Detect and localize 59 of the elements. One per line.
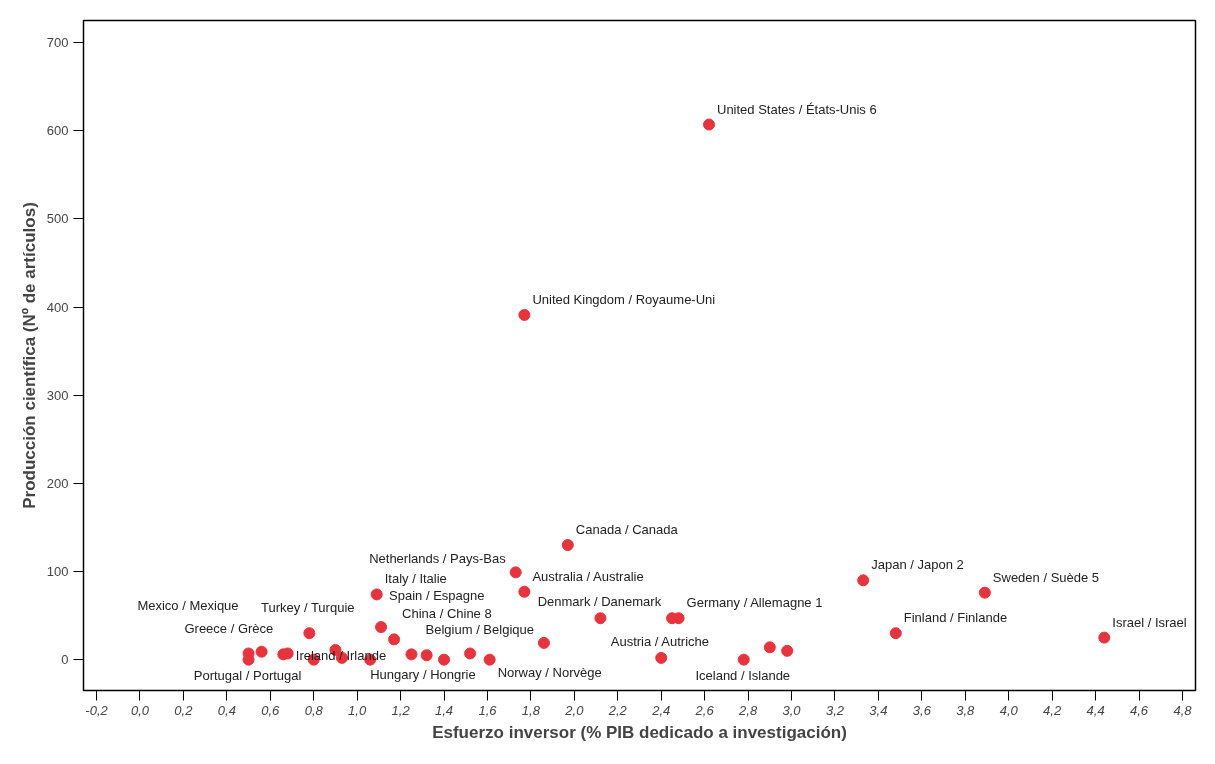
y-tick-label: 700 xyxy=(46,35,69,51)
x-tick-label: 0,6 xyxy=(261,702,281,718)
x-tick-label: 2,6 xyxy=(694,702,715,718)
y-tick-label: 300 xyxy=(46,387,69,403)
y-tick-label: 400 xyxy=(46,299,69,315)
x-tick-label: 3,0 xyxy=(782,702,802,718)
data-label: Japan / Japon 2 xyxy=(871,557,964,573)
data-label: Turkey / Turquie xyxy=(261,600,355,616)
y-tick-label: 600 xyxy=(46,123,69,139)
x-tick-label: 0,4 xyxy=(217,702,236,718)
x-tick-label: 1,2 xyxy=(391,702,411,718)
y-tick-label: 100 xyxy=(46,563,69,579)
x-tick-label: 3,8 xyxy=(956,702,976,718)
data-label: Netherlands / Pays-Bas xyxy=(369,551,507,567)
x-tick-label: 4,4 xyxy=(1086,702,1105,718)
data-label: Portugal / Portugal xyxy=(193,667,302,683)
data-label: Israel / Israel xyxy=(1112,614,1187,630)
y-axis-title: Producción científica (Nº de artículos) xyxy=(19,202,39,509)
x-tick-label: 2,0 xyxy=(564,702,585,718)
data-label: Greece / Grèce xyxy=(184,621,274,637)
x-tick-label: 0,2 xyxy=(174,702,194,718)
x-tick-label: 0,8 xyxy=(304,702,324,718)
x-tick-label: 4,8 xyxy=(1173,702,1193,718)
data-label: United States / États-Unis 6 xyxy=(717,101,877,117)
x-tick-label: 1,8 xyxy=(521,702,541,718)
x-tick-label: 2,2 xyxy=(607,702,628,718)
x-tick-label: 1,0 xyxy=(348,702,367,718)
data-label: Spain / Espagne xyxy=(389,588,485,604)
data-label: Canada / Canada xyxy=(575,522,679,538)
x-tick-label: 3,6 xyxy=(912,702,932,718)
data-label: China / Chine 8 xyxy=(402,606,492,622)
x-tick-label: 4,2 xyxy=(1043,702,1062,718)
data-label: Italy / Italie xyxy=(384,571,447,587)
data-label: Germany / Allemagne 1 xyxy=(686,595,823,611)
x-tick-label: 3,4 xyxy=(869,702,888,718)
data-label: Sweden / Suède 5 xyxy=(992,569,1100,585)
data-label: Iceland / Islande xyxy=(695,667,791,683)
data-label: Mexico / Mexique xyxy=(137,598,239,614)
x-tick-label: -0,2 xyxy=(85,702,109,718)
x-tick-label: 3,2 xyxy=(825,702,845,718)
x-tick-label: 0,0 xyxy=(130,702,150,718)
data-label: Belgium / Belgique xyxy=(425,621,534,637)
data-label: Norway / Norvège xyxy=(497,664,602,680)
data-label: Finland / Finlande xyxy=(903,610,1008,626)
data-label: Denmark / Danemark xyxy=(537,594,662,610)
data-label: United Kingdom / Royaume-Uni xyxy=(532,291,716,307)
x-tick-label: 1,4 xyxy=(435,702,454,718)
x-tick-label: 1,6 xyxy=(478,702,498,718)
data-label: Australia / Australie xyxy=(532,568,644,584)
x-tick-label: 2,4 xyxy=(651,702,671,718)
data-label: Austria / Autriche xyxy=(610,633,710,649)
x-axis-title: Esfuerzo inversor (% PIB dedicado a investigación) xyxy=(432,722,847,742)
x-tick-label: 4,0 xyxy=(999,702,1019,718)
x-tick-label: 4,6 xyxy=(1130,702,1149,718)
x-tick-label: 2,8 xyxy=(738,702,758,718)
data-label: Hungary / Hongrie xyxy=(370,666,476,682)
y-tick-label: 0 xyxy=(61,652,69,668)
y-tick-label: 200 xyxy=(46,475,69,491)
y-tick-label: 500 xyxy=(46,211,69,227)
